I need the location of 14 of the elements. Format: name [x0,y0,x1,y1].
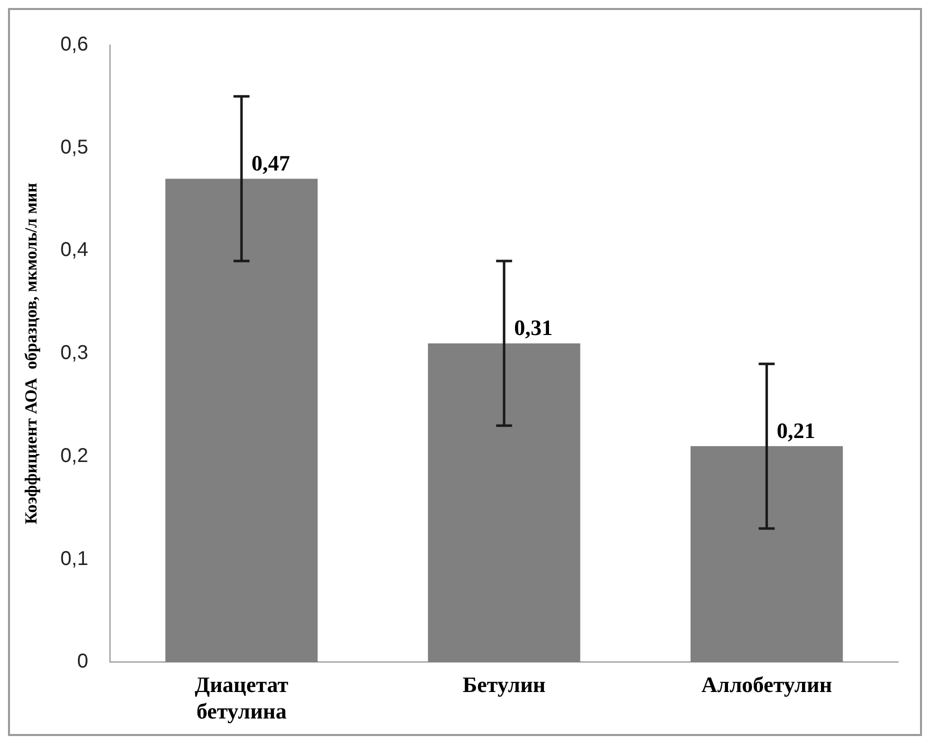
y-tick-label: 0,1 [60,548,88,570]
x-tick-label: Диацетат бетулина [194,672,288,724]
data-label: 0,21 [776,418,816,443]
data-label: 0,31 [514,315,553,340]
data-label: 0,47 [252,150,290,176]
y-tick-label: 0,2 [60,444,88,467]
x-tick-label: Аллобетулин [701,672,832,698]
x-tick-label: Бетулин [462,672,546,698]
y-tick-label: 0 [77,650,88,673]
y-axis-title: Коэффициент АОА образцов, мкмоль/л мин [22,182,41,524]
y-tick-label: 0,6 [60,34,88,56]
y-tick-label: 0,3 [60,342,88,364]
y-tick-label: 0,4 [60,239,88,262]
y-tick-label: 0,5 [60,136,88,158]
